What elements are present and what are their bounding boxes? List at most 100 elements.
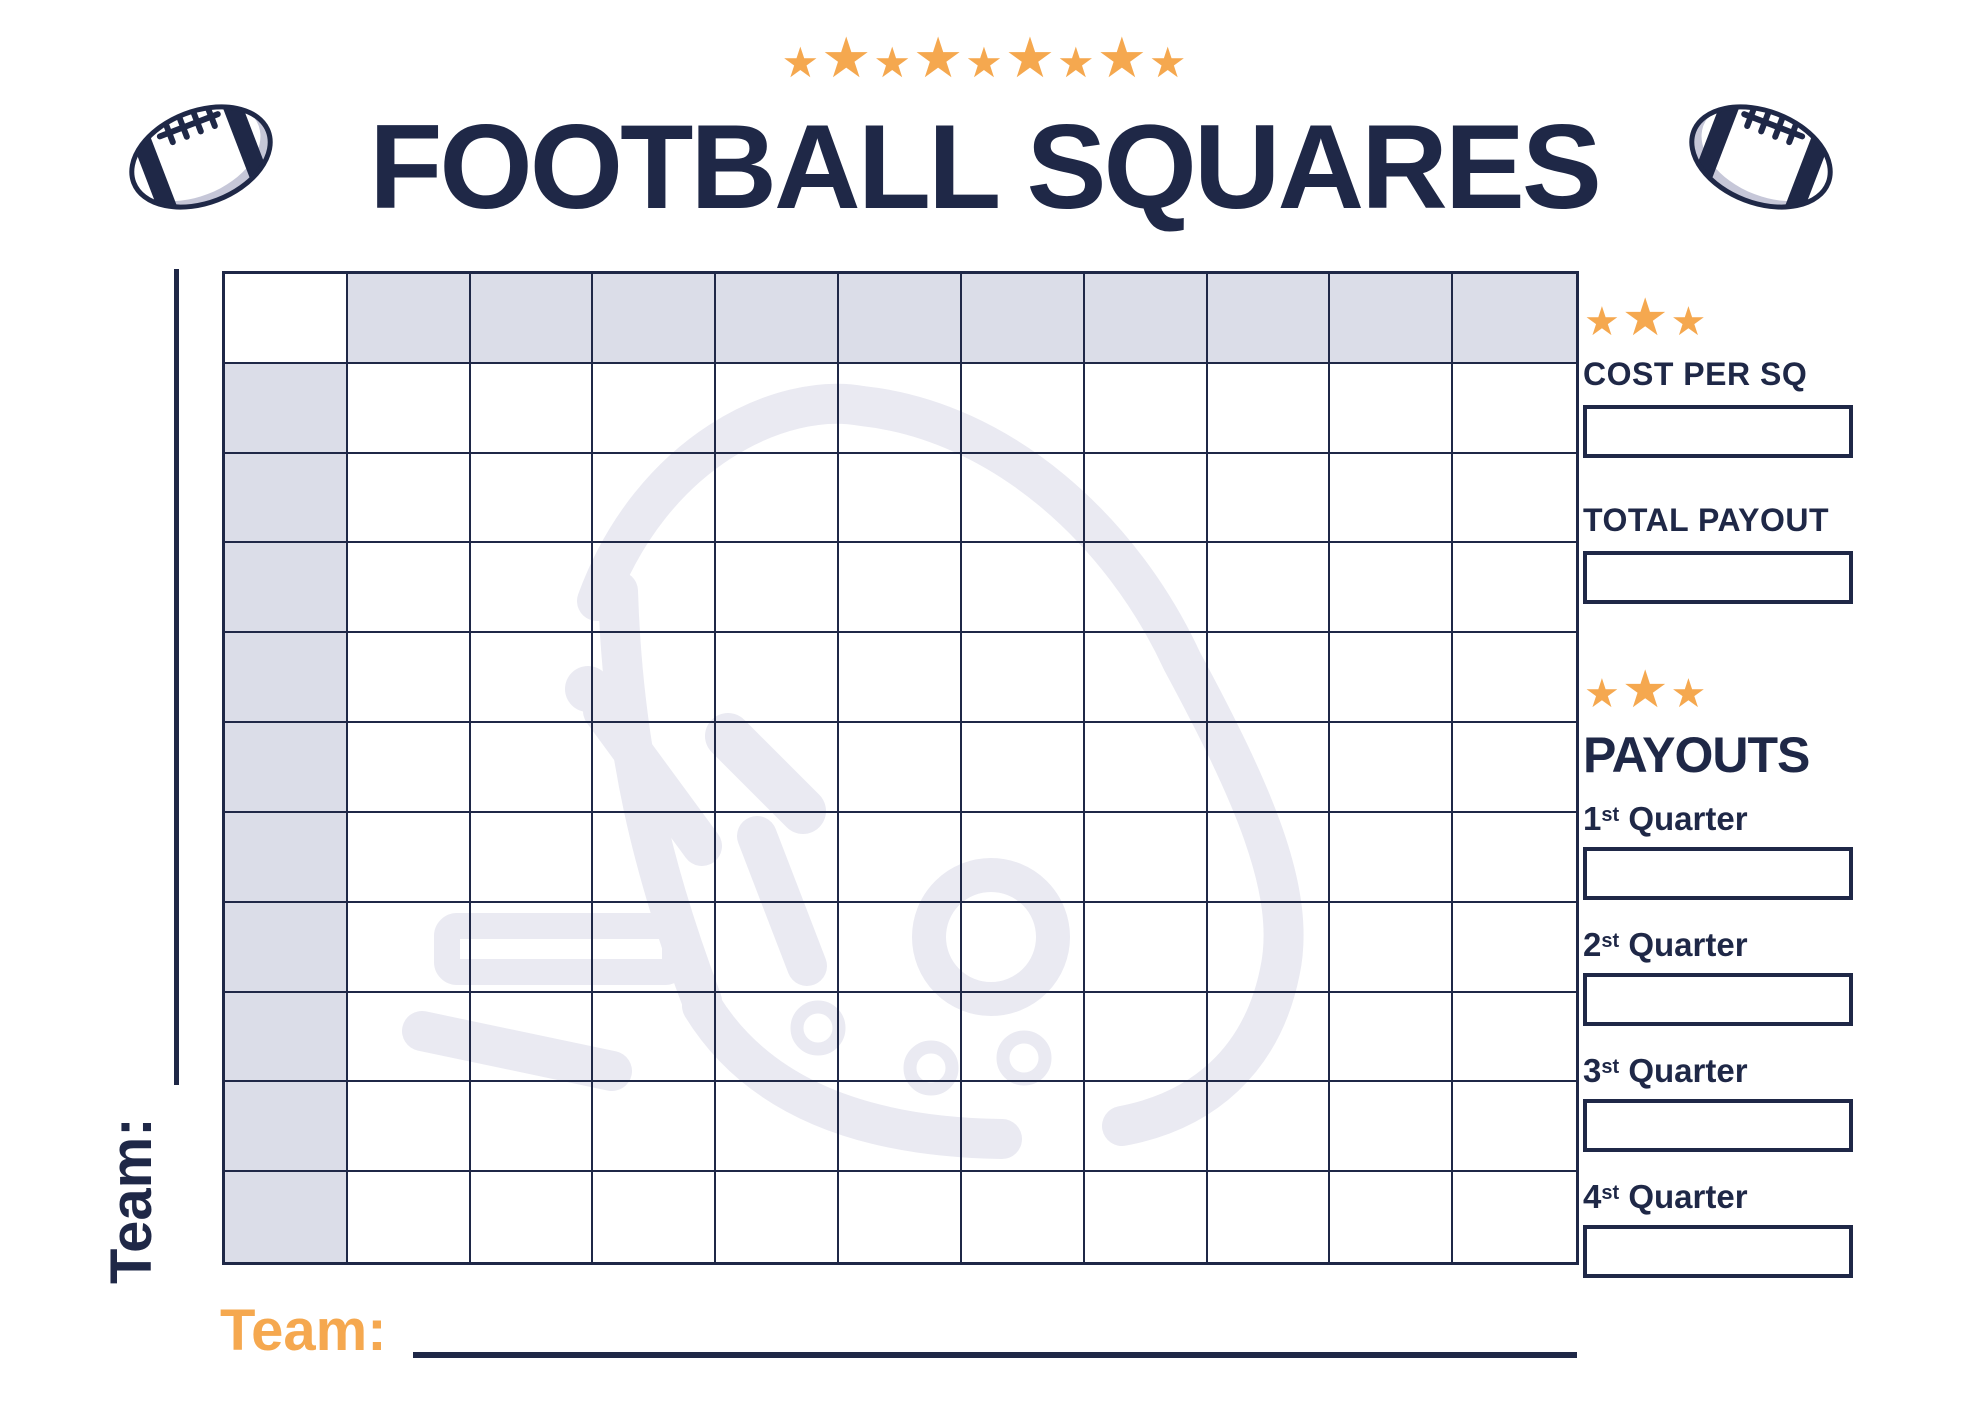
grid-square[interactable] (1207, 633, 1331, 724)
grid-square[interactable] (961, 723, 1085, 813)
grid-header-cell-row[interactable] (225, 1082, 348, 1173)
quarter-payout-field[interactable] (1583, 847, 1853, 900)
grid-square[interactable] (593, 902, 717, 993)
grid-header-cell-col[interactable] (1084, 274, 1208, 364)
grid-header-cell-row[interactable] (225, 992, 348, 1083)
grid-square[interactable] (961, 363, 1085, 454)
grid-square[interactable] (1084, 633, 1208, 724)
grid-square[interactable] (839, 453, 962, 544)
grid-square[interactable] (1084, 1082, 1208, 1173)
grid-square[interactable] (1084, 363, 1208, 454)
grid-square[interactable] (1330, 543, 1454, 634)
grid-square[interactable] (839, 992, 962, 1083)
grid-square[interactable] (961, 1082, 1085, 1173)
grid-header-cell-row[interactable] (225, 633, 348, 724)
grid-square[interactable] (1330, 453, 1454, 544)
grid-header-cell-row[interactable] (225, 1172, 348, 1262)
grid-header-cell-row[interactable] (225, 543, 348, 634)
team-name-line-vertical[interactable] (174, 269, 179, 1085)
grid-square[interactable] (471, 1172, 594, 1262)
grid-square[interactable] (347, 633, 471, 724)
grid-square[interactable] (470, 902, 594, 993)
grid-square[interactable] (1453, 993, 1576, 1083)
grid-square[interactable] (716, 453, 840, 544)
grid-square[interactable] (1207, 992, 1331, 1083)
grid-square[interactable] (347, 992, 471, 1083)
grid-square[interactable] (1207, 902, 1331, 993)
grid-square[interactable] (1453, 1082, 1576, 1173)
grid-square[interactable] (1207, 723, 1331, 813)
grid-square[interactable] (1453, 454, 1576, 544)
grid-header-cell-col[interactable] (716, 274, 840, 364)
grid-square[interactable] (961, 902, 1085, 993)
grid-square[interactable] (839, 1082, 962, 1173)
grid-square[interactable] (347, 812, 471, 903)
team-name-line-bottom[interactable] (413, 1352, 1577, 1358)
grid-header-cell-col[interactable] (839, 274, 962, 364)
grid-square[interactable] (347, 543, 471, 634)
grid-square[interactable] (348, 1172, 471, 1262)
grid-square[interactable] (1207, 543, 1331, 634)
grid-square[interactable] (839, 543, 962, 634)
grid-square[interactable] (1330, 723, 1454, 813)
grid-square[interactable] (1330, 812, 1454, 903)
grid-square[interactable] (593, 723, 717, 813)
grid-square[interactable] (716, 1172, 840, 1262)
grid-square[interactable] (839, 812, 962, 903)
grid-square[interactable] (961, 453, 1085, 544)
grid-header-cell-col[interactable] (1330, 274, 1454, 364)
grid-square[interactable] (1330, 363, 1454, 454)
grid-header-cell-row[interactable] (225, 453, 348, 544)
grid-square[interactable] (1207, 812, 1331, 903)
grid-square[interactable] (1208, 1172, 1331, 1262)
grid-square[interactable] (1084, 723, 1208, 813)
grid-square[interactable] (470, 1082, 594, 1173)
grid-square[interactable] (593, 992, 717, 1083)
grid-square[interactable] (1330, 902, 1454, 993)
grid-square[interactable] (1453, 633, 1576, 724)
grid-square[interactable] (347, 1082, 471, 1173)
grid-square[interactable] (593, 543, 717, 634)
grid-square[interactable] (593, 812, 717, 903)
grid-square[interactable] (716, 723, 840, 813)
grid-header-cell-col[interactable] (593, 274, 717, 364)
grid-square[interactable] (961, 633, 1085, 724)
grid-square[interactable] (1207, 363, 1331, 454)
grid-square[interactable] (1084, 453, 1208, 544)
grid-square[interactable] (839, 723, 962, 813)
grid-square[interactable] (839, 363, 962, 454)
grid-header-cell-row[interactable] (225, 363, 348, 454)
grid-square[interactable] (961, 992, 1085, 1083)
grid-square[interactable] (716, 633, 840, 724)
grid-square[interactable] (470, 812, 594, 903)
grid-square[interactable] (470, 453, 594, 544)
grid-square[interactable] (1084, 812, 1208, 903)
cost-per-sq-field[interactable] (1583, 405, 1853, 458)
grid-square[interactable] (1330, 1172, 1454, 1262)
grid-square[interactable] (716, 992, 840, 1083)
grid-square[interactable] (839, 633, 962, 724)
grid-square[interactable] (1084, 902, 1208, 993)
grid-header-cell-row[interactable] (225, 902, 348, 993)
grid-square[interactable] (1330, 992, 1454, 1083)
grid-square[interactable] (716, 1082, 840, 1173)
grid-square[interactable] (347, 453, 471, 544)
grid-header-cell-row[interactable] (225, 723, 348, 813)
grid-square[interactable] (593, 633, 717, 724)
grid-square[interactable] (962, 1172, 1085, 1262)
grid-square[interactable] (1207, 453, 1331, 544)
grid-square[interactable] (593, 363, 717, 454)
grid-header-cell-row[interactable] (225, 812, 348, 903)
grid-square[interactable] (1207, 1082, 1331, 1173)
grid-square[interactable] (839, 902, 962, 993)
grid-square[interactable] (347, 363, 471, 454)
grid-header-cell-col[interactable] (961, 274, 1085, 364)
grid-square[interactable] (1453, 813, 1576, 903)
grid-square[interactable] (593, 1082, 717, 1173)
quarter-payout-field[interactable] (1583, 1099, 1853, 1152)
grid-square[interactable] (593, 1172, 717, 1262)
grid-square[interactable] (1330, 1082, 1454, 1173)
grid-square[interactable] (593, 453, 717, 544)
quarter-payout-field[interactable] (1583, 1225, 1853, 1278)
grid-header-cell-col[interactable] (1207, 274, 1331, 364)
